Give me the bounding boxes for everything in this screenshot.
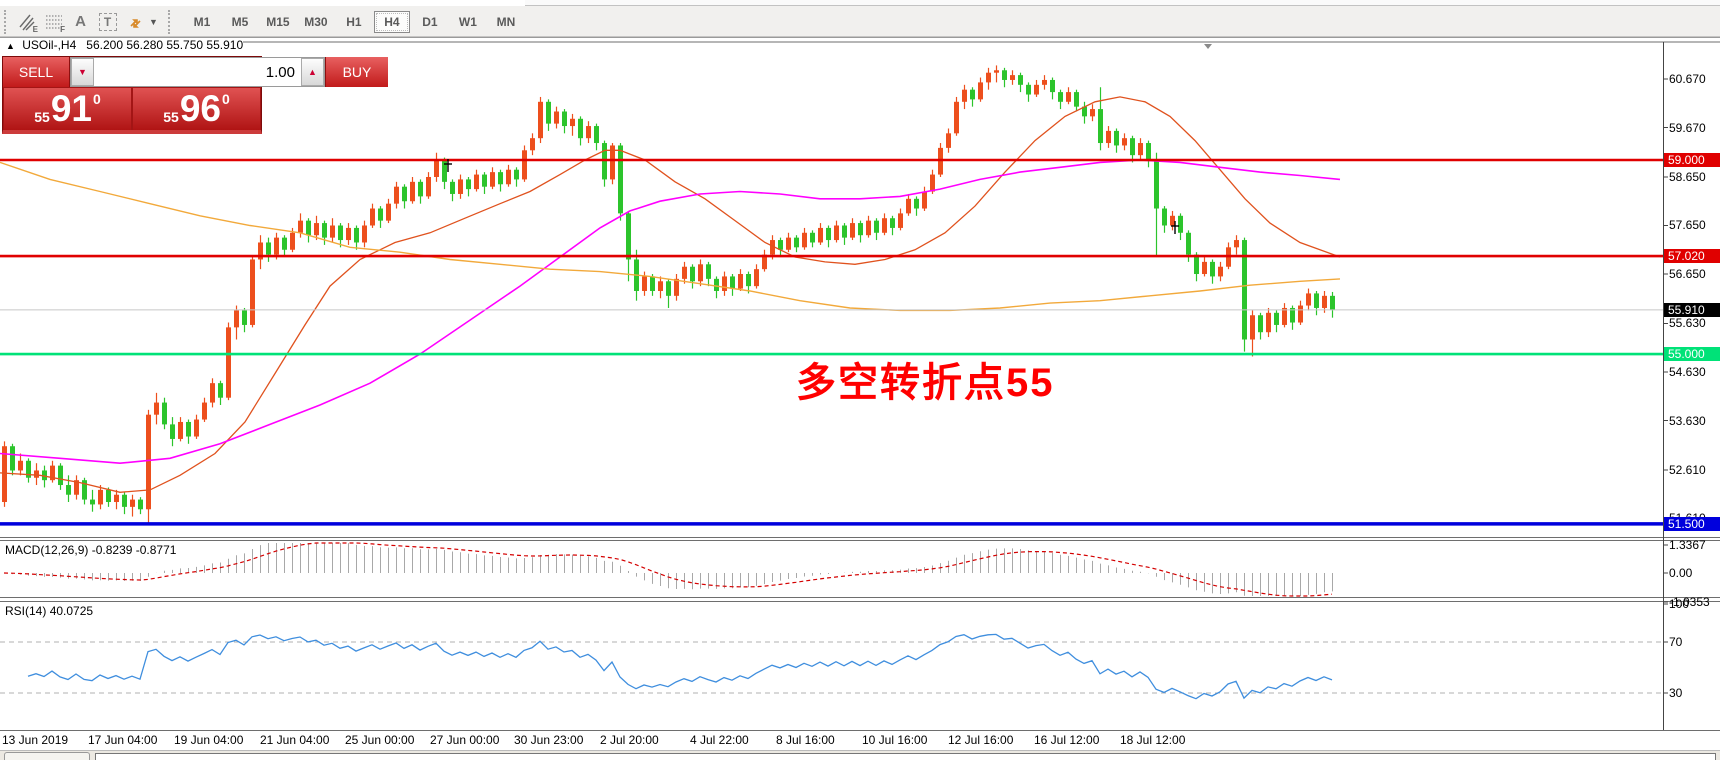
time-tick-label: 16 Jul 12:00: [1034, 733, 1100, 747]
equidistant-channel-icon[interactable]: E: [13, 9, 40, 34]
price-level-label: 51.500: [1664, 516, 1720, 531]
time-tick-label: 17 Jun 04:00: [88, 733, 158, 747]
collapse-triangle-icon[interactable]: ▲: [6, 41, 15, 51]
time-tick-label: 13 Jun 2019: [2, 733, 69, 747]
chart-title: ▲ USOil-,H4 56.200 56.280 55.750 55.910: [0, 38, 244, 53]
indicator-tick-label: -1.0353: [1669, 594, 1710, 609]
price-tick-label: 53.630: [1669, 413, 1706, 428]
timeframe-button-m1[interactable]: M1: [193, 14, 211, 29]
buy-button[interactable]: BUY: [325, 57, 388, 87]
time-tick-label: 19 Jun 04:00: [174, 733, 244, 747]
main-toolbar: E F A T ▼ M1 M5 M15 M30 H1 H4 D1 W1 MN: [0, 6, 1720, 38]
ask-big-digits: 96: [179, 88, 221, 129]
timeframe-button-m5[interactable]: M5: [231, 14, 249, 29]
timeframe-button-m15[interactable]: M15: [266, 14, 290, 29]
ask-pip-digit: 0: [221, 91, 230, 107]
time-tick-label: 25 Jun 00:00: [345, 733, 415, 747]
indicator-tick-label: 30: [1669, 686, 1683, 700]
time-scale[interactable]: 13 Jun 2019 17 Jun 04:00 19 Jun 04:00 21 Ju…: [0, 733, 1720, 749]
price-tick-label: 60.670: [1669, 71, 1706, 86]
timeframe-button-w1[interactable]: W1: [458, 14, 477, 29]
time-tick-label: 21 Jun 04:00: [260, 733, 330, 747]
price-tick-label: 59.670: [1669, 120, 1706, 135]
time-tick-label: 12 Jul 16:00: [948, 733, 1014, 747]
price-level-label: 57.020: [1664, 249, 1720, 264]
chart-text-annotation[interactable]: 多空转折点55: [796, 361, 1055, 405]
fibonacci-icon[interactable]: F: [45, 14, 65, 34]
time-tick-label: 27 Jun 00:00: [430, 733, 500, 747]
time-tick-label: 18 Jul 12:00: [1120, 733, 1186, 747]
arrows-icon[interactable]: [121, 9, 148, 34]
volume-input[interactable]: [94, 58, 301, 86]
price-tick-label: 57.650: [1669, 218, 1706, 233]
price-tick-label: 56.650: [1669, 267, 1706, 281]
indicator-tick-label: 100: [1669, 597, 1690, 611]
volume-group: ▼ ▲: [70, 57, 325, 87]
one-click-trading-panel: SELL ▼ ▲ BUY 55 91 0 55 96 0: [2, 56, 388, 134]
price-tick-label: 58.650: [1669, 169, 1706, 184]
ask-price-box[interactable]: 55 96 0: [133, 88, 260, 130]
timeframe-button-mn[interactable]: MN: [496, 14, 516, 29]
text-box-icon[interactable]: T: [94, 9, 121, 34]
macd-indicator-label: MACD(12,26,9) -0.8239 -0.8771: [5, 543, 177, 557]
title-ohlc: 56.200 56.280 55.750 55.910: [86, 38, 244, 52]
bid-prefix: 55: [34, 109, 50, 125]
time-tick-label: 30 Jun 23:00: [514, 733, 584, 747]
price-level-label: 55.000: [1664, 347, 1720, 362]
bottom-tab-bar: [0, 750, 1720, 760]
indicator-tick-label: 70: [1669, 635, 1683, 649]
time-tick-label: 10 Jul 16:00: [862, 733, 928, 747]
time-tick-label: 8 Jul 16:00: [776, 733, 835, 747]
timeframe-button-d1[interactable]: D1: [422, 14, 438, 29]
ask-prefix: 55: [163, 109, 179, 125]
text-label-icon[interactable]: A: [75, 13, 86, 30]
volume-decrease-button[interactable]: ▼: [71, 58, 94, 86]
price-level-label: 59.000: [1664, 153, 1720, 167]
indicator-tick-label: 0.00: [1669, 566, 1693, 580]
timeframe-toolbar-grip[interactable]: [167, 9, 173, 34]
price-level-label: 55.910: [1664, 302, 1720, 317]
price-scale[interactable]: 60.670 59.670 58.650 57.650 56.650 55.630 54.6…: [1664, 42, 1720, 732]
sell-button[interactable]: SELL: [3, 57, 70, 87]
timeframe-bar: M1 M5 M15 M30 H1 H4 D1 W1 MN: [183, 10, 525, 33]
volume-increase-button[interactable]: ▲: [301, 58, 324, 86]
timeframe-button-m30[interactable]: M30: [304, 14, 328, 29]
timeframe-button-h1[interactable]: H1: [346, 14, 362, 29]
time-tick-label: 4 Jul 22:00: [690, 733, 749, 747]
bid-pip-digit: 0: [92, 91, 101, 107]
bid-price-box[interactable]: 55 91 0: [4, 88, 131, 130]
time-tick-label: 2 Jul 20:00: [600, 733, 659, 747]
price-tick-label: 54.630: [1669, 364, 1706, 379]
chart-tab[interactable]: [4, 752, 90, 760]
toolbar-grip[interactable]: [4, 9, 9, 34]
horizontal-scrollbar[interactable]: [95, 753, 1716, 760]
price-tick-label: 52.610: [1669, 462, 1706, 477]
rsi-indicator-label: RSI(14) 40.0725: [5, 604, 94, 618]
toolbar-top-edge: [525, 0, 1720, 6]
symbol-period: USOil-,H4: [22, 38, 77, 52]
bid-big-digits: 91: [50, 88, 92, 129]
indicator-tick-label: 1.3367: [1669, 538, 1706, 552]
timeframe-button-h4[interactable]: H4: [373, 10, 410, 33]
arrows-dropdown-caret[interactable]: ▼: [149, 16, 158, 27]
price-tick-label: 55.630: [1669, 316, 1706, 331]
